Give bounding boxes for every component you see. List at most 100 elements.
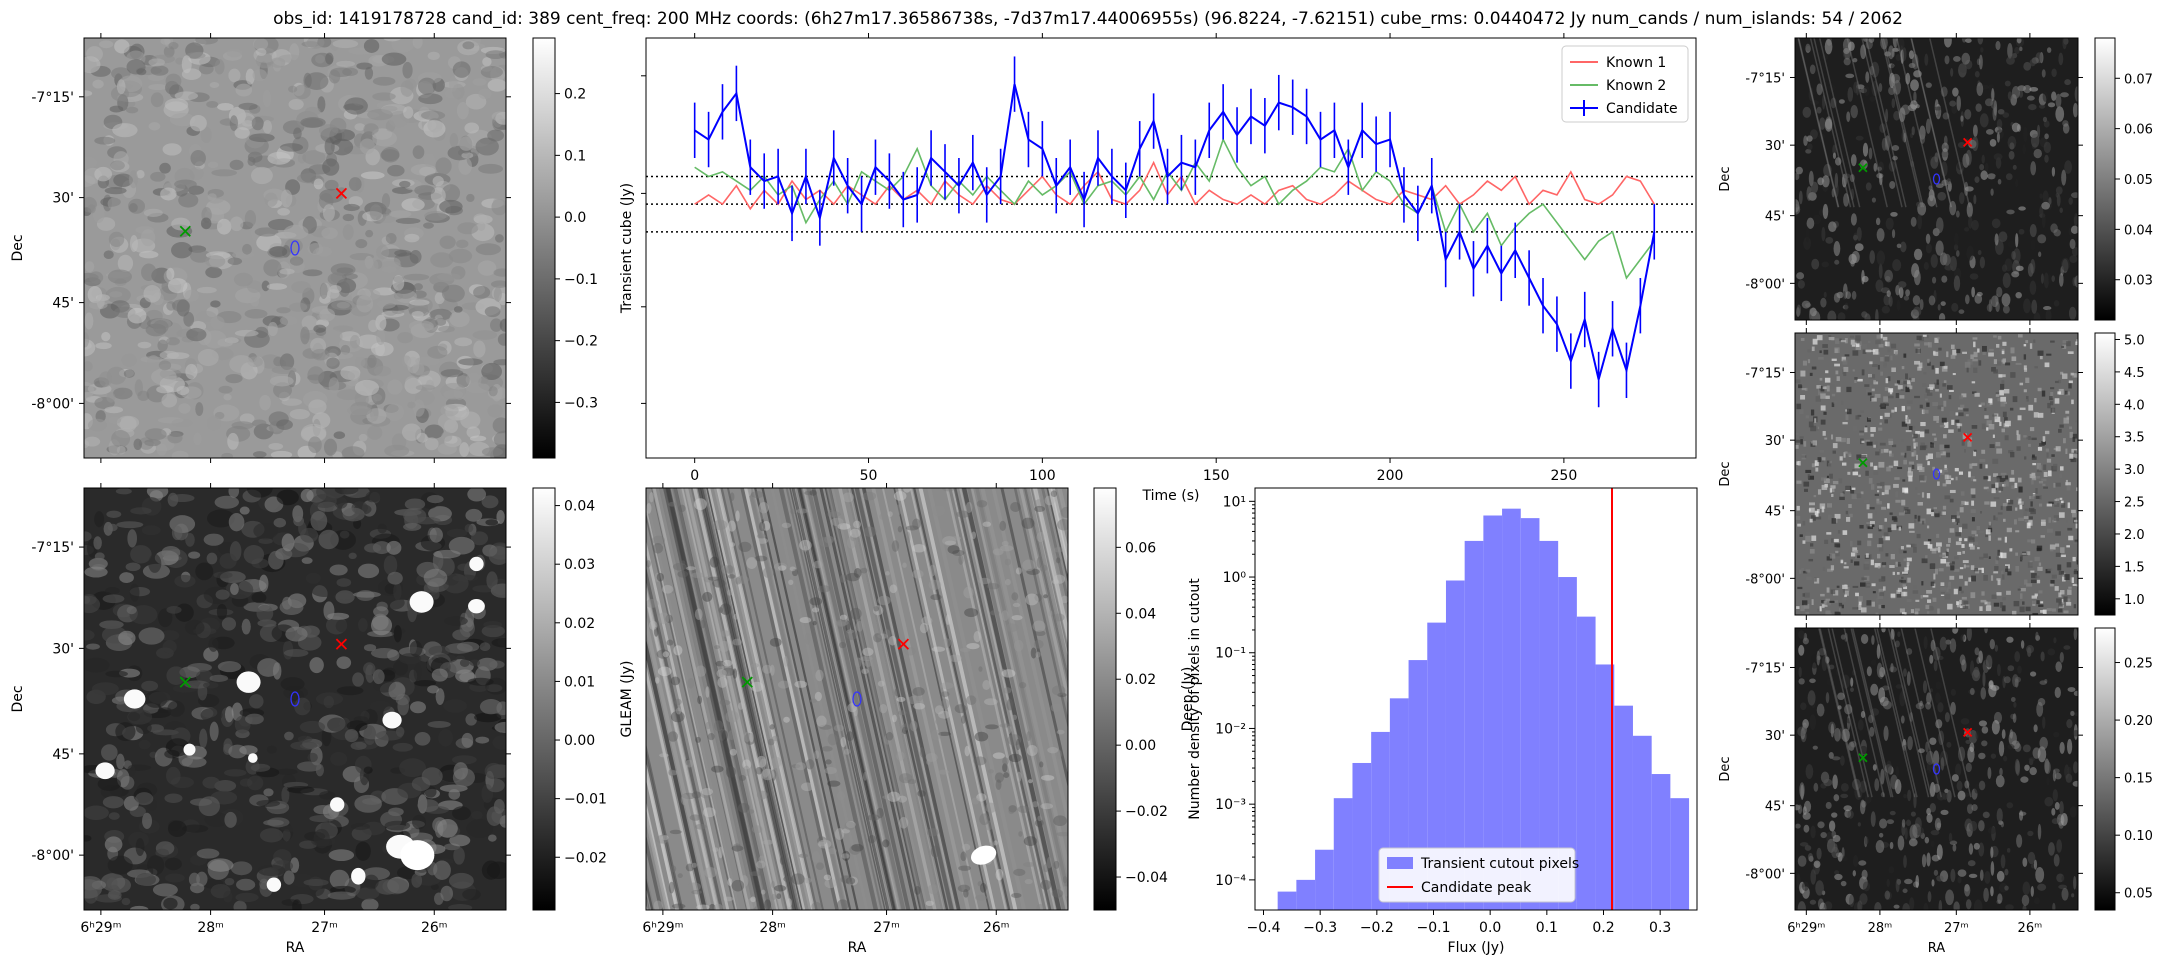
gleam-image-panel: -7°15' 30' 45' -8°00' Dec 6ʰ29ᵐ 28ᵐ 27ᵐ 26ᵐ RA 0.0… — [10, 483, 635, 956]
deep-colorbar-gradient — [1093, 487, 1117, 911]
legend-label: Transient cutout pixels — [1420, 856, 1579, 872]
gleam-colorbar-tick-label: 0.00 — [564, 733, 595, 749]
gleam-xlabel: RA — [286, 940, 305, 956]
deep-xtick-label: 28ᵐ — [759, 920, 786, 936]
histogram-bar — [1539, 540, 1559, 910]
known-2-series-line — [694, 137, 1655, 280]
histogram-ytick-label: 10⁻¹ — [1215, 646, 1246, 662]
tcg-colorbar-tick-label: 0.05 — [2124, 887, 2153, 902]
histogram-bar — [1333, 798, 1353, 910]
deep-frame — [645, 487, 1069, 911]
rms-ytick-label: -8°00' — [1745, 277, 1785, 292]
known-1-marker — [1962, 137, 1973, 147]
gleam-ylabel: Dec — [10, 685, 26, 712]
rms-ytick-label: 30' — [1765, 139, 1785, 154]
histogram-xtick-label: −0.1 — [1417, 920, 1451, 936]
spike-colorbar-gradient — [2094, 332, 2116, 616]
light-curve-xtick-label: 100 — [1029, 468, 1056, 484]
spike-frame — [1794, 332, 2079, 616]
known-1-marker — [897, 638, 910, 650]
rms-colorbar: 0.070.060.050.040.03rms = 0.0802 (1.08) — [2094, 37, 2153, 321]
known-1-marker — [335, 187, 348, 200]
gleam-xtick-label: 27ᵐ — [311, 920, 338, 936]
histogram-bar — [1502, 508, 1521, 910]
known-2-marker — [741, 676, 753, 688]
transient-colorbar-label: Transient cube (Jy) — [619, 183, 635, 314]
candidate-marker — [290, 691, 300, 707]
gleam-ytick-label: 45' — [52, 747, 74, 763]
deep-colorbar-tick-label: −0.02 — [1125, 804, 1168, 820]
spike-ytick-label: -8°00' — [1745, 572, 1785, 587]
known-2-marker — [1858, 753, 1868, 763]
histogram-legend: Transient cutout pixels Candidate peak — [1378, 847, 1579, 903]
candidate-marker — [1932, 173, 1941, 185]
tcg-ytick-label: -7°15' — [1745, 661, 1785, 676]
rms-ytick-label: -7°15' — [1745, 71, 1785, 86]
histogram-bar — [1670, 798, 1690, 910]
rms-image-panel: -7°15' 30' 45' -8°00' Dec 0.07 0.06 0.05 0.04 0.0… — [1718, 33, 2153, 325]
light-curve-xtick-label: 50 — [860, 468, 878, 484]
rms-ylabel: Dec — [1718, 166, 1733, 191]
candidate-marker — [1932, 763, 1941, 775]
tcg-colorbar-gradient — [2094, 627, 2116, 911]
transient-colorbar-tick-label: 0.1 — [564, 148, 586, 164]
transient-frame — [83, 37, 507, 459]
gleam-colorbar-tick-label: 0.01 — [564, 674, 595, 690]
known-2-marker — [1858, 458, 1868, 468]
deep-colorbar-label: Deep (Jy) — [1180, 667, 1196, 732]
light-curve-xtick-label: 150 — [1203, 468, 1230, 484]
gleam-colorbar-tick-label: −0.02 — [564, 850, 607, 866]
known-2-marker — [1858, 163, 1868, 173]
gleam-colorbar-label: GLEAM (Jy) — [619, 661, 635, 738]
tcg-xtick-label: 26ᵐ — [2018, 921, 2043, 936]
spike-colorbar-tick-label: 1.5 — [2124, 560, 2145, 575]
transient-ytick-label: 30' — [52, 191, 74, 207]
deep-colorbar: 0.06 0.04 0.02 0.00 −0.02 −0.04 Deep (Jy) — [1093, 487, 1196, 911]
spike-colorbar-tick-label: 4.5 — [2124, 366, 2145, 381]
deep-colorbar-tick-label: 0.00 — [1125, 738, 1156, 754]
spike-colorbar-tick-label: 3.5 — [2124, 431, 2145, 446]
known-2-marker — [179, 225, 191, 237]
deep-image — [646, 488, 1068, 910]
histogram-ytick-label: 10⁻² — [1215, 721, 1246, 737]
gleam-colorbar-tick-label: 0.03 — [564, 557, 595, 573]
light-curve-xtick-label: 200 — [1377, 468, 1404, 484]
legend-swatch-hist — [1387, 857, 1413, 869]
spike-colorbar-tick-label: 2.5 — [2124, 496, 2145, 511]
histogram-bar — [1296, 879, 1316, 910]
tcg-colorbar-tick-label: 0.15 — [2124, 772, 2153, 787]
light-curve-xtick-label: 250 — [1551, 468, 1578, 484]
spike-ylabel: Dec — [1718, 461, 1733, 486]
rms-ytick-label: 45' — [1765, 210, 1785, 225]
histogram-bar — [1315, 849, 1334, 910]
known-1-marker — [1962, 727, 1973, 737]
histogram-ytick-label: 10⁰ — [1223, 570, 1247, 586]
histogram-bar — [1445, 580, 1465, 910]
gleam-colorbar-tick-label: 0.04 — [564, 499, 595, 515]
histogram-bar — [1352, 762, 1372, 910]
transient-ytick-label: -8°00' — [31, 396, 74, 412]
spike-colorbar-tick-label: 3.0 — [2124, 463, 2145, 478]
rms-colorbar-tick-label: 0.04 — [2124, 223, 2153, 238]
legend-label: Candidate peak — [1421, 880, 1532, 896]
histogram-xtick-label: −0.3 — [1303, 920, 1337, 936]
known-2-marker — [179, 676, 191, 688]
tcg-xtick-label: 6ʰ29ᵐ — [1787, 921, 1825, 936]
histogram-bar — [1520, 518, 1540, 910]
gleam-colorbar-tick-label: −0.01 — [564, 792, 607, 808]
spike-colorbar-tick-label: 2.0 — [2124, 528, 2145, 543]
rms-frame — [1794, 37, 2079, 321]
transient-image — [84, 38, 506, 458]
tcg-colorbar-tick-label: 0.25 — [2124, 657, 2153, 672]
gleam-frame — [83, 487, 507, 911]
light-curve-frame — [645, 37, 1697, 459]
transient-colorbar-gradient — [532, 37, 556, 459]
transient-image-panel: -7°15' 30' 45' -8°00' Dec 0.2 0.1 0.0 −0.1 −0.2 −0… — [10, 33, 635, 463]
histogram-xlabel: Flux (Jy) — [1448, 940, 1505, 956]
gleam-colorbar: 0.04 0.03 0.02 0.01 0.00 −0.01 −0.02 GLEAM (Jy) — [532, 487, 635, 911]
histogram-ytick-label: 10¹ — [1223, 494, 1246, 510]
light-curve-legend: Known 1 Known 2 Candidate — [1561, 45, 1689, 123]
light-curve-plot-area — [646, 56, 1696, 408]
deep-colorbar-tick-label: 0.02 — [1125, 672, 1156, 688]
legend-label: Known 1 — [1606, 55, 1666, 71]
